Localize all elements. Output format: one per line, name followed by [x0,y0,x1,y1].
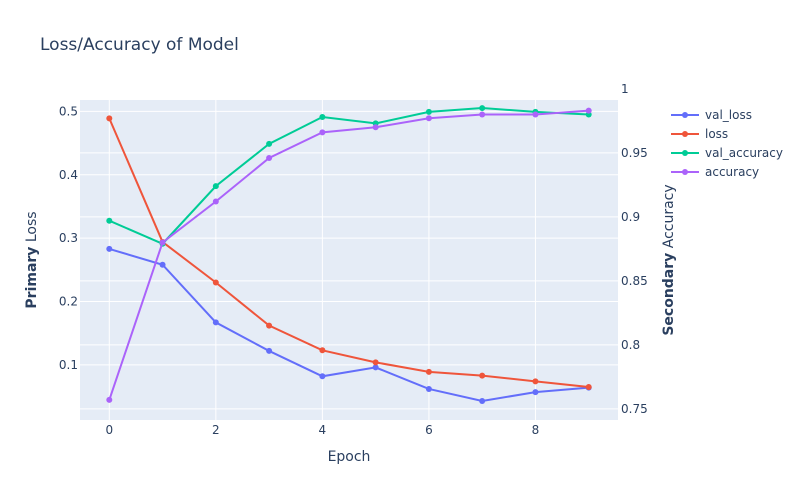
x-tick-label: 4 [319,423,327,437]
primary-y-tick-label: 0.1 [59,358,78,372]
data-point[interactable] [106,245,113,252]
data-point[interactable] [479,105,486,112]
data-point[interactable] [212,183,219,190]
legend-item-val-accuracy[interactable]: val_accuracy [671,146,783,160]
secondary-y-axis-title-rest: Accuracy [661,184,677,252]
data-point[interactable] [266,140,273,147]
data-point[interactable] [266,322,273,329]
data-point[interactable] [159,239,166,246]
data-point[interactable] [212,279,219,286]
primary-y-tick-label: 0.5 [59,104,78,118]
secondary-y-tick-label: 0.85 [621,274,648,288]
data-point[interactable] [425,115,432,122]
legend-item-accuracy[interactable]: accuracy [671,165,759,179]
series-line [108,107,589,245]
data-point[interactable] [372,359,379,366]
primary-y-tick-label: 0.2 [59,295,78,309]
data-point[interactable] [212,198,219,205]
chart-title: Loss/Accuracy of Model [40,35,239,55]
secondary-y-axis-title-bold: Secondary [661,253,677,336]
data-point[interactable] [532,378,539,385]
data-point[interactable] [212,319,219,326]
primary-y-axis-ticks: 0.1 0.2 0.3 0.4 0.5 [59,104,78,371]
legend-label: loss [705,127,728,141]
secondary-y-axis-title: Secondary Accuracy [661,184,677,335]
data-point[interactable] [266,154,273,161]
legend-label: val_accuracy [705,146,783,160]
data-point[interactable] [319,373,326,380]
data-point[interactable] [372,124,379,131]
x-axis-title: Epoch [328,449,371,465]
series-accuracy [106,107,592,403]
data-point[interactable] [585,107,592,114]
secondary-y-tick-label: 1 [621,82,629,96]
data-point[interactable] [425,385,432,392]
data-point[interactable] [372,364,379,371]
data-point[interactable] [479,372,486,379]
data-point[interactable] [479,111,486,118]
legend-swatch-marker [682,131,688,137]
secondary-y-tick-label: 0.75 [621,402,648,416]
data-point[interactable] [319,114,326,121]
data-point[interactable] [532,111,539,118]
data-point[interactable] [106,217,113,224]
data-point[interactable] [319,347,326,354]
legend-label: accuracy [705,165,759,179]
x-tick-label: 2 [212,423,220,437]
x-tick-label: 8 [532,423,540,437]
primary-y-axis-title: Primary Loss [24,211,40,308]
x-tick-label: 6 [425,423,433,437]
legend-item-val-loss[interactable]: val_loss [671,108,752,122]
data-point[interactable] [319,129,326,136]
legend-swatch-marker [682,112,688,118]
legend-label: val_loss [705,108,752,122]
x-tick-label: 0 [105,423,113,437]
series-val-loss [106,245,592,404]
data-point[interactable] [425,108,432,115]
data-point[interactable] [532,389,539,396]
secondary-y-axis-ticks: 0.75 0.8 0.85 0.9 0.95 1 [621,82,648,416]
secondary-y-tick-label: 0.9 [621,210,640,224]
data-point[interactable] [425,368,432,375]
primary-y-tick-label: 0.4 [59,168,78,182]
data-point[interactable] [159,261,166,268]
legend-item-loss[interactable]: loss [671,127,728,141]
series-line [108,109,589,401]
data-point[interactable] [585,384,592,391]
primary-y-axis-title-rest: Loss [24,211,40,246]
series-line [108,117,589,389]
series-line [109,247,589,403]
primary-y-axis-title-bold: Primary [24,247,40,309]
legend-swatch-marker [682,169,688,175]
primary-y-tick-label: 0.3 [59,231,78,245]
x-axis-ticks: 0 2 4 6 8 [105,423,539,437]
data-point[interactable] [266,347,273,354]
data-point[interactable] [106,396,113,403]
series-layer [106,105,592,404]
data-point[interactable] [479,397,486,404]
data-point[interactable] [106,115,113,122]
legend-swatch-marker [682,150,688,156]
secondary-y-tick-label: 0.8 [621,338,640,352]
secondary-y-tick-label: 0.95 [621,146,648,160]
